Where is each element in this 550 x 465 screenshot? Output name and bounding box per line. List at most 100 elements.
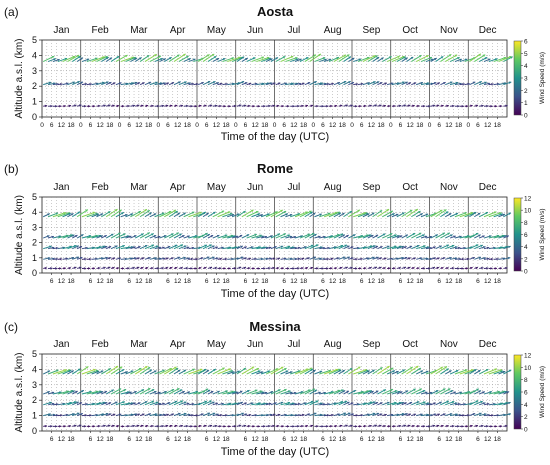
wind-arrow-head [450, 234, 453, 237]
wind-arrow-head [174, 366, 177, 370]
wind-arrow-head [384, 413, 387, 417]
wind-arrow-head [160, 57, 163, 61]
wind-arrow-head [312, 388, 315, 392]
wind-arrow [377, 208, 390, 218]
wind-arrow-head [420, 213, 423, 216]
wind-arrow [76, 366, 89, 375]
wind-arrow-head [407, 266, 411, 270]
wind-arrow-head [379, 266, 382, 270]
wind-arrow-head [342, 369, 345, 373]
wind-arrow-head [201, 413, 204, 416]
wind-arrow [251, 56, 265, 63]
x-tick-label: 6 [89, 278, 93, 285]
wind-arrow-head [72, 55, 75, 59]
wind-arrow-head [191, 414, 194, 417]
wind-arrow-head [97, 266, 101, 270]
wind-arrow-head [185, 104, 189, 108]
wind-arrow-head [51, 235, 54, 239]
x-tick-label: 18 [184, 122, 192, 129]
wind-arrow-head [105, 256, 108, 260]
wind-arrow-head [270, 235, 273, 238]
wind-arrow-head [187, 257, 190, 260]
wind-arrow-head [422, 234, 425, 237]
wind-arrow-head [436, 266, 440, 270]
y-tick-label: 5 [32, 349, 37, 359]
wind-arrow-head [457, 246, 461, 250]
wind-arrow-head [330, 257, 334, 261]
wind-arrow-head [239, 390, 243, 394]
wind-arrow-head [244, 82, 248, 85]
wind-arrow-head [48, 81, 52, 85]
wind-arrow-head [51, 402, 55, 406]
wind-arrow-head [344, 400, 347, 404]
wind-arrow-head [457, 104, 460, 108]
wind-arrow [227, 56, 241, 63]
wind-arrow-head [73, 244, 77, 248]
wind-arrow-head [326, 104, 329, 108]
wind-arrow-head [261, 56, 264, 59]
wind-arrow-head [228, 104, 231, 108]
wind-arrow-head [71, 234, 75, 237]
wind-arrow-head [393, 104, 396, 108]
wind-arrow [110, 366, 123, 375]
wind-arrow-head [268, 57, 271, 61]
wind-arrow-head [473, 212, 477, 215]
wind-arrow-head [225, 414, 228, 417]
wind-arrow-head [161, 424, 164, 428]
wind-arrow-head [275, 211, 278, 214]
wind-arrow-head [383, 424, 386, 428]
x-tick-label: 12 [58, 278, 66, 285]
wind-arrow-head [246, 234, 250, 237]
wind-arrow-head [268, 424, 271, 428]
wind-arrow-head [137, 246, 141, 249]
wind-arrow-head [398, 266, 401, 270]
wind-arrow-head [372, 55, 376, 58]
wind-arrow-head [122, 233, 126, 236]
wind-arrow-head [44, 424, 48, 428]
wind-arrow-head [475, 244, 479, 247]
panel-messina: (c) Messina Jan Feb Mar Apr May Jun Jul Aug Sep Oct… [4, 319, 546, 458]
wind-arrow-head [495, 58, 498, 61]
wind-arrow-head [379, 367, 383, 370]
wind-arrow-head [432, 266, 436, 270]
wind-arrow-head [191, 246, 195, 250]
panel-label: (b) [4, 162, 19, 176]
wind-arrow-head [92, 211, 96, 215]
wind-arrow-head [490, 425, 493, 428]
wind-arrow-head [65, 257, 68, 261]
wind-arrow-head [486, 266, 489, 270]
wind-arrow-head [399, 235, 403, 238]
wind-arrow-head [405, 234, 408, 237]
wind-arrow [353, 212, 367, 218]
wind-arrow-head [311, 232, 315, 236]
wind-arrow-head [277, 233, 280, 236]
wind-arrow-head [439, 245, 442, 248]
wind-arrow-head [237, 370, 240, 373]
x-tick-label: 6 [244, 278, 248, 285]
colorbar-tick-label: 1 [524, 100, 528, 107]
wind-arrow-head [455, 81, 459, 85]
wind-arrow [81, 368, 96, 375]
x-tick-label: 0 [466, 122, 470, 129]
wind-arrow-head [80, 413, 83, 416]
month-label: Sep [362, 25, 380, 36]
wind-arrow-head [429, 246, 432, 250]
wind-arrow-head [508, 412, 511, 416]
x-tick-label: 18 [106, 436, 114, 443]
wind-arrow-head [194, 267, 197, 270]
wind-arrow-head [470, 424, 473, 428]
wind-arrow-head [463, 246, 466, 250]
wind-arrow-head [254, 413, 258, 417]
wind-arrow-head [383, 266, 386, 270]
wind-arrow-head [53, 58, 56, 61]
wind-arrow-head [305, 266, 308, 270]
wind-arrow-head [144, 401, 148, 404]
panel-label: (c) [4, 320, 18, 334]
y-tick-label: 0 [32, 112, 37, 122]
wind-arrow-head [180, 424, 183, 428]
wind-arrow-head [418, 55, 422, 58]
wind-arrow-head [78, 424, 82, 428]
x-tick-label: 12 [135, 278, 143, 285]
colorbar-tick-label: 6 [524, 390, 528, 397]
wind-arrow-head [322, 246, 326, 250]
